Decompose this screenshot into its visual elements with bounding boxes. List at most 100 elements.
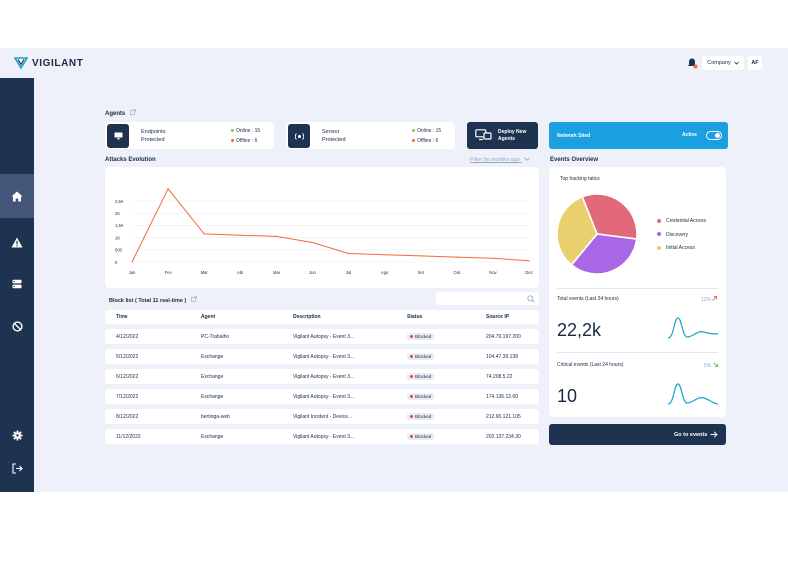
agent-icon-box: [107, 124, 129, 148]
data-point: [239, 234, 241, 236]
agent-card-sensor[interactable]: Sensor Protected Online : 15 Offline : 6: [286, 122, 455, 149]
cell-description: Vigilant Autopsy - Event 3...: [293, 353, 355, 360]
status-dot-icon: [410, 415, 413, 418]
data-point: [311, 241, 314, 244]
status-dot-icon: [410, 335, 413, 338]
y-tick-label: 1,5K: [115, 223, 124, 228]
cell-time: 8/12/2022: [116, 413, 139, 420]
pie-slice[interactable]: [581, 193, 638, 240]
data-point: [492, 257, 494, 259]
arrow-right-icon: [710, 431, 718, 438]
warning-icon: [11, 237, 23, 247]
table-row[interactable]: 11/12/2022 Exchange Vigilant Autopsy - E…: [105, 429, 539, 444]
data-point: [420, 255, 422, 257]
cell-status: Blocked: [407, 429, 435, 444]
x-tick-label: Nov: [489, 270, 497, 275]
external-link-icon[interactable]: [190, 296, 197, 302]
critical-events-label: Critical events (Last 24 hours): [557, 362, 624, 368]
total-events-sparkline: [668, 317, 718, 339]
sidebar: [0, 78, 34, 492]
deploy-agents-button[interactable]: Deploy New Agents: [467, 122, 538, 149]
x-tick-label: Jun: [309, 270, 316, 275]
sidebar-item-servers[interactable]: [0, 262, 34, 306]
logo[interactable]: VIGILANT: [14, 57, 83, 69]
sidebar-item-home[interactable]: [0, 174, 34, 218]
data-point: [275, 235, 277, 237]
sidebar-item-blocked[interactable]: [0, 304, 34, 348]
status-badge: Blocked: [407, 373, 435, 380]
network-sited-card: Network Sited Active: [549, 122, 728, 149]
sidebar-item-alerts[interactable]: [0, 220, 34, 264]
table-row[interactable]: 7/12/2022 Exchange Vigilant Autopsy - Ev…: [105, 389, 539, 404]
cell-agent: Exchange: [201, 393, 224, 400]
block-icon: [11, 320, 23, 332]
agent-name: Endpoints Protected: [141, 129, 166, 143]
y-tick-label: 2,5K: [115, 199, 124, 204]
attacks-title: Attacks Evolution: [105, 157, 156, 163]
table-row[interactable]: 5/12/2022 Exchange Vigilant Autopsy - Ev…: [105, 349, 539, 364]
agent-card-endpoints[interactable]: Endpoints Protected Online : 15 Offline …: [105, 122, 274, 149]
x-tick-label: Out: [453, 270, 461, 275]
sidebar-item-settings[interactable]: [0, 413, 34, 457]
company-label: Company: [707, 60, 731, 66]
cell-status: Blocked: [407, 349, 435, 364]
go-to-events-button[interactable]: Go to events: [549, 424, 726, 445]
cell-ip: 202.137.234.30: [486, 433, 521, 440]
column-header[interactable]: Time: [116, 314, 128, 320]
pie-legend: Credential Access Discovery Initial Acce…: [657, 215, 706, 256]
events-title: Events Overview: [550, 157, 599, 163]
legend-item: Credential Access: [657, 215, 706, 229]
cell-ip: 212.90.121.105: [486, 413, 521, 420]
online-dot-icon: [231, 129, 234, 133]
blocklist-search-input[interactable]: [436, 292, 539, 305]
network-toggle[interactable]: [706, 131, 722, 140]
company-selector[interactable]: Company: [702, 56, 744, 70]
pie-slice[interactable]: [570, 233, 638, 275]
sensor-icon: [294, 132, 304, 140]
column-header[interactable]: Status: [407, 314, 423, 320]
y-tick-label: 0: [115, 260, 118, 265]
avatar[interactable]: AF: [748, 56, 762, 70]
cell-agent: Exchange: [201, 373, 224, 380]
table-row[interactable]: 4/12/2022 PC-Trabalho Vigilant Autopsy -…: [105, 329, 539, 344]
cell-time: 4/12/2022: [116, 333, 139, 340]
chevron-down-icon: [524, 157, 531, 161]
x-tick-label: Abr: [237, 270, 244, 275]
home-icon: [11, 191, 23, 201]
cell-status: Blocked: [407, 369, 435, 384]
table-row[interactable]: 6/12/2022 Exchange Vigilant Autopsy - Ev…: [105, 369, 539, 384]
data-point: [528, 260, 530, 262]
legend-item: Initial Access: [657, 242, 706, 256]
monitor-icon: [114, 132, 122, 140]
total-events-label: Total events (Last 24 hours): [557, 296, 619, 302]
y-tick-label: 500: [115, 248, 123, 253]
cell-time: 11/12/2022: [116, 433, 141, 440]
cell-description: Vigilant Autopsy - Event 3...: [293, 333, 355, 340]
column-header[interactable]: Agent: [201, 314, 216, 320]
legend-dot-icon: [657, 232, 661, 237]
trend-down-icon: [712, 362, 718, 367]
critical-events-value: 10: [557, 386, 578, 406]
status-badge: Blocked: [407, 353, 435, 360]
pie-slice[interactable]: [556, 195, 598, 266]
status-badge: Blocked: [407, 433, 435, 440]
critical-events-change: 5%: [704, 362, 718, 369]
sidebar-item-logout[interactable]: [0, 446, 34, 490]
status-dot-icon: [410, 355, 413, 358]
x-tick-label: Set: [418, 270, 425, 275]
column-header[interactable]: Source IP: [486, 314, 510, 320]
column-header[interactable]: Description: [293, 314, 321, 320]
critical-events-sparkline: [668, 383, 718, 405]
blocklist-title: Block list ( Total 11 real-time ): [109, 296, 197, 304]
data-point: [347, 252, 350, 255]
notification-bell-icon[interactable]: [686, 57, 698, 69]
status-badge: Blocked: [407, 333, 435, 340]
data-point: [384, 254, 386, 256]
external-link-icon[interactable]: [130, 109, 136, 115]
cell-description: Vigilant Autopsy - Event 3...: [293, 373, 355, 380]
attacks-line-chart: 0 500 1K 1,5K 2K 2,5K Jan Fev Mar Abr Mai Jun Jul Ago…: [115, 187, 533, 275]
months-filter[interactable]: Filter by months ago: [470, 157, 531, 163]
table-row[interactable]: 8/12/2022 bertioga-web Vigilant Incident…: [105, 409, 539, 424]
cell-agent: bertioga-web: [201, 413, 230, 420]
tactics-title: Top hacking tatics: [560, 176, 600, 182]
